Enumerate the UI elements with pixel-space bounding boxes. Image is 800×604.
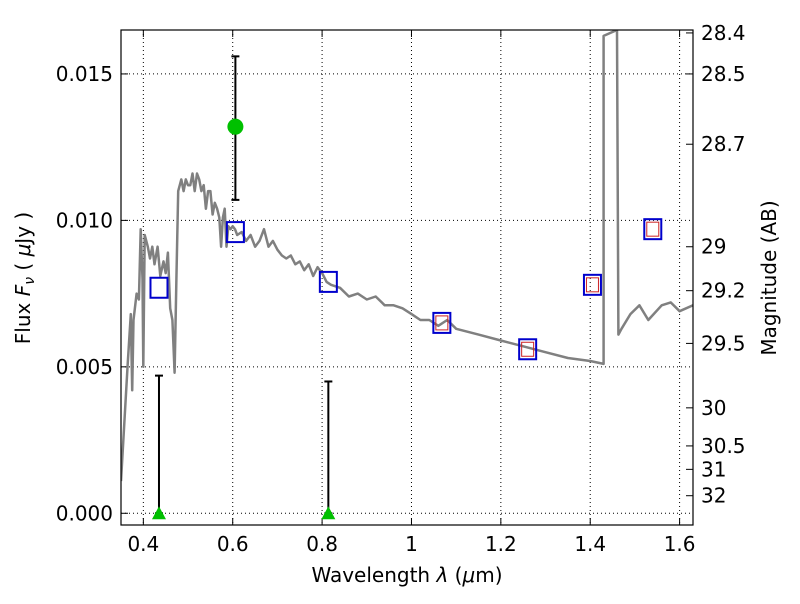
- upper-limit-marker: [151, 506, 166, 520]
- x-tick-label: 1.6: [664, 532, 696, 556]
- magnitude-tick-label: 28.4: [701, 21, 746, 45]
- magnitude-ticks: 28.4 28.5 28.7 29 29.2 29.5 30 30.531 32: [686, 21, 746, 508]
- magnitude-tick-label: 29.2: [701, 279, 746, 303]
- x-tick-label: 1.2: [485, 532, 517, 556]
- magnitude-tick-label: 28.5: [701, 62, 746, 86]
- y-ticks: 0.000 0.005 0.010 0.015: [56, 62, 128, 525]
- model-photometry-marker: [318, 270, 338, 293]
- x-axis-lambda: λ: [435, 563, 448, 587]
- plot-background: [121, 30, 693, 525]
- magnitude-tick-label: 31: [701, 457, 726, 481]
- model-photometry-inner-marker: [646, 221, 660, 237]
- x-tick-label: 0.6: [217, 532, 249, 556]
- model-photometry-marker: [432, 311, 452, 334]
- chart-series: [121, 30, 693, 520]
- x-axis-label: Wavelength λ (μm): [311, 563, 502, 587]
- y-axis-nu: ν: [22, 277, 38, 285]
- model-photometry-inner-marker: [521, 341, 535, 357]
- detection-marker: [227, 118, 244, 135]
- x-tick-label: 0.4: [127, 532, 159, 556]
- series-group: [121, 30, 693, 520]
- x-axis-label-main: Wavelength: [311, 563, 436, 587]
- magnitude-tick-label: 29: [701, 235, 726, 259]
- magnitude-tick-label: 29.5: [701, 331, 746, 355]
- plot-frame: [120, 29, 694, 526]
- y-axis-mu: μ: [11, 244, 35, 258]
- model-photometry-marker: [518, 338, 538, 361]
- magnitude-tick-label: 30.5: [701, 434, 746, 458]
- y-axis-label: Flux Fν ( μJy ): [11, 212, 38, 344]
- upper-limit-marker: [321, 506, 336, 520]
- x-tick-label: 1: [405, 532, 418, 556]
- x-ticks: 0.4 0.6 0.8 1 1.2 1.4 1.6: [127, 30, 696, 556]
- y-tick-label: 0.010: [56, 208, 113, 232]
- model-photometry-marker: [149, 276, 169, 299]
- y-axis-unit-close: Jy ): [11, 212, 35, 246]
- x-tick-label: 0.8: [306, 532, 338, 556]
- y2-axis-label: Magnitude (AB): [757, 200, 781, 355]
- magnitude-tick-label: 32: [701, 484, 726, 508]
- y-tick-label: 0.000: [56, 501, 113, 525]
- model-photometry-inner-marker: [585, 277, 599, 293]
- grid-lines: [121, 30, 693, 525]
- x-axis-unit-open: (: [448, 563, 462, 587]
- y-axis-label-main: Flux: [11, 296, 35, 344]
- y-tick-label: 0.005: [56, 355, 113, 379]
- model-photometry-marker: [643, 218, 663, 241]
- model-photometry-marker: [225, 221, 245, 244]
- x-axis-mu: μ: [461, 563, 475, 587]
- x-tick-label: 1.4: [574, 532, 606, 556]
- template-spectrum-line: [121, 30, 693, 482]
- x-axis-unit-close: m): [475, 563, 502, 587]
- y-axis-unit-open: (: [11, 256, 35, 277]
- model-photometry-inner-marker: [435, 315, 449, 331]
- magnitude-tick-label: 30: [701, 396, 726, 420]
- model-photometry-marker: [582, 273, 602, 296]
- magnitude-tick-label: 28.7: [701, 132, 746, 156]
- y-tick-label: 0.015: [56, 62, 113, 86]
- y-axis-fnu: F: [11, 284, 35, 296]
